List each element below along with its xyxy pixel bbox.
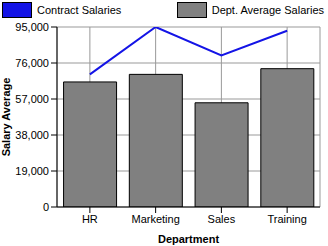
svg-text:95,000: 95,000 (15, 21, 49, 33)
svg-text:76,000: 76,000 (15, 57, 49, 69)
svg-text:57,000: 57,000 (15, 93, 49, 105)
svg-text:Sales: Sales (208, 213, 236, 225)
svg-text:Salary Average: Salary Average (8, 78, 12, 157)
svg-text:19,000: 19,000 (15, 165, 49, 177)
svg-text:Department: Department (158, 233, 219, 245)
html-text:Contract Salaries: Contract Salaries (37, 4, 122, 16)
svg-text:38,000: 38,000 (15, 129, 49, 141)
svg-text:0: 0 (43, 201, 49, 213)
html-text:Dept. Average Salaries: Dept. Average Salaries (211, 4, 324, 16)
svg-text:Marketing: Marketing (131, 213, 179, 225)
svg-text:Training: Training (267, 213, 306, 225)
svg-text:HR: HR (82, 213, 98, 225)
